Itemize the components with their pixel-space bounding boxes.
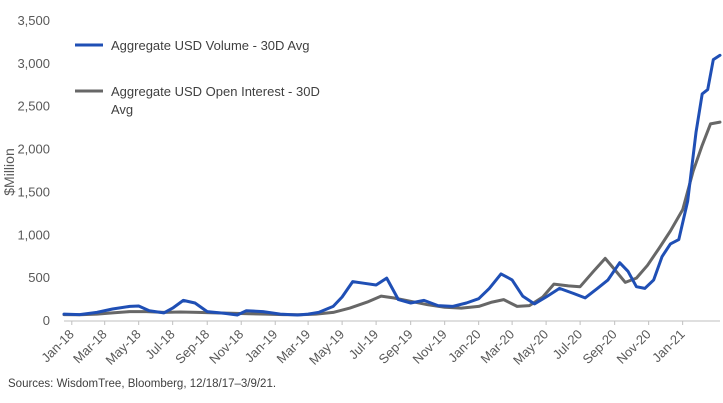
legend-label-open-interest-line2: Avg: [111, 102, 133, 117]
x-tick-label: Sep-19: [376, 327, 416, 367]
y-axis-title: $Million: [1, 148, 17, 195]
legend-label-open-interest-line1: Aggregate USD Open Interest - 30D: [111, 84, 320, 99]
x-tick-label: Mar-20: [477, 327, 517, 367]
x-tick-label: Nov-20: [614, 327, 654, 367]
y-tick-label: 1,500: [17, 184, 50, 199]
legend-label-volume: Aggregate USD Volume - 30D Avg: [111, 38, 310, 53]
x-tick-label: Mar-19: [274, 327, 314, 367]
x-tick-label: Jan-21: [649, 327, 688, 366]
source-note: Sources: WisdomTree, Bloomberg, 12/18/17…: [8, 378, 277, 390]
x-tick-label: May-18: [103, 327, 144, 368]
x-tick-label: Nov-19: [410, 327, 450, 367]
y-tick-label: 2,500: [17, 99, 50, 114]
x-tick-label: May-19: [306, 327, 347, 368]
y-axis-ticks: 0 500 1,000 1,500 2,000 2,500 3,000 3,500: [17, 13, 50, 328]
x-tick-label: Nov-18: [206, 327, 246, 367]
series-line-volume: [62, 53, 722, 317]
y-tick-label: 3,000: [17, 56, 50, 71]
x-tick-label: Mar-18: [70, 327, 110, 367]
legend-label-open-interest: Aggregate USD Open Interest - 30D Avg: [111, 84, 323, 117]
y-tick-label: 2,000: [17, 142, 50, 157]
x-tick-label: Jan-20: [445, 327, 484, 366]
x-tick-label: Jan-18: [38, 327, 77, 366]
x-tick-label: Sep-18: [172, 327, 212, 367]
series-layer: [62, 53, 722, 317]
y-tick-label: 500: [28, 270, 50, 285]
x-axis-ticks: Jan-18Mar-18May-18Jul-18Sep-18Nov-18Jan-…: [38, 321, 688, 368]
y-tick-label: 1,000: [17, 227, 50, 242]
y-tick-label: 0: [43, 313, 50, 328]
x-tick-label: Jan-19: [242, 327, 281, 366]
legend: Aggregate USD Volume - 30D Avg Aggregate…: [75, 38, 323, 117]
x-tick-label: May-20: [510, 327, 551, 368]
y-tick-label: 3,500: [17, 13, 50, 28]
x-tick-label: Sep-20: [580, 327, 620, 367]
